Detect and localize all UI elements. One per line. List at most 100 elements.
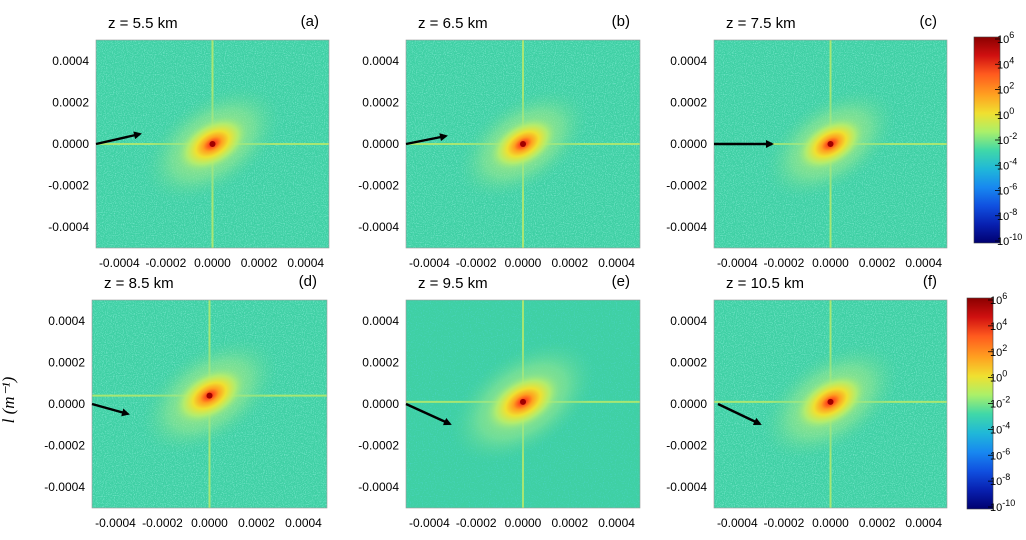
x-tick-label: 0.0002 (551, 516, 588, 530)
colorbar-tick-exponent: -10 (1009, 232, 1022, 242)
colorbar-tick-exponent: -8 (1009, 207, 1017, 217)
y-tick-label: 0.0002 (362, 355, 399, 369)
colorbar-tick-base: 10 (990, 399, 1002, 411)
colorbar-tick-exponent: 0 (1002, 369, 1007, 379)
colorbar-tick-base: 10 (990, 347, 1002, 359)
x-tick-label: 0.0004 (285, 516, 322, 530)
colorbar-tick-label: 10-8 (997, 207, 1017, 223)
colorbar-tick-exponent: -8 (1002, 472, 1010, 482)
y-tick-label: 0.0004 (670, 314, 707, 328)
x-tick-label: -0.0002 (146, 256, 187, 270)
x-tick-label: -0.0004 (717, 516, 758, 530)
colorbar-tick-exponent: 6 (1002, 291, 1007, 301)
wind-arrow (405, 133, 448, 146)
y-tick-label: -0.0002 (666, 439, 707, 453)
x-tick-label: 0.0004 (598, 516, 635, 530)
panel-letter: (b) (612, 13, 630, 30)
x-tick-label: 0.0004 (287, 256, 324, 270)
colorbar-tick-label: 10-4 (997, 156, 1017, 172)
x-tick-label: -0.0004 (409, 516, 450, 530)
y-tick-label: 0.0000 (362, 397, 399, 411)
panel-title: z = 7.5 km (726, 15, 796, 32)
colorbar-tick-exponent: -2 (1009, 131, 1017, 141)
y-tick-label: -0.0004 (358, 480, 399, 494)
y-tick-label: 0.0000 (670, 397, 707, 411)
panel-c: z = 7.5 km (c) -0.0004 -0.0002 0.0000 0.0002 0… (666, 13, 948, 270)
colorbar-tick-exponent: -10 (1002, 498, 1015, 508)
y-tick-label: 0.0000 (52, 137, 89, 151)
x-tick-label: -0.0004 (409, 256, 450, 270)
colorbar-tick-base: 10 (990, 373, 1002, 385)
panel-title: z = 5.5 km (108, 15, 178, 32)
colorbar-tick-label: 10-10 (997, 232, 1022, 248)
colorbar-tick-base: 10 (990, 450, 1002, 462)
colorbar-tick-base: 10 (997, 85, 1009, 97)
colorbar-tick-label: 104 (997, 55, 1014, 71)
panel-d: z = 8.5 km (d) -0.0004 -0.0002 0.0000 0.0002 0… (44, 273, 328, 530)
x-tick-label: 0.0002 (241, 256, 278, 270)
y-tick-label: -0.0002 (666, 179, 707, 193)
colorbar-tick-base: 10 (997, 186, 1009, 198)
panel-b: z = 6.5 km (b) -0.0004 -0.0002 0.0000 0.0002 0… (358, 13, 641, 270)
figure-ylabel: l (m⁻¹) (0, 376, 18, 423)
y-tick-label: 0.0000 (48, 397, 85, 411)
x-tick-label: -0.0002 (456, 256, 497, 270)
colorbar-tick-base: 10 (997, 211, 1009, 223)
panel-letter: (d) (299, 273, 317, 290)
panel-letter: (c) (920, 13, 938, 30)
panel-f: z = 10.5 km (f) -0.0004 -0.0002 0.0000 0.0002… (666, 273, 948, 530)
x-tick-label: 0.0002 (859, 516, 896, 530)
wind-arrow (95, 131, 142, 146)
y-tick-label: 0.0002 (52, 95, 89, 109)
y-tick-label: -0.0004 (358, 220, 399, 234)
colorbar-tick-label: 106 (990, 291, 1007, 307)
colorbar-tick-label: 106 (997, 30, 1014, 46)
y-tick-label: -0.0002 (44, 439, 85, 453)
colorbar-tick-label: 10-6 (997, 182, 1017, 198)
y-tick-label: -0.0004 (44, 480, 85, 494)
colorbar-tick-label: 10-10 (990, 498, 1015, 514)
x-tick-label: 0.0000 (812, 256, 849, 270)
panel-e: z = 9.5 km (e) -0.0004 -0.0002 0.0000 0.0002 0… (358, 273, 641, 530)
x-tick-label: 0.0000 (191, 516, 228, 530)
y-tick-label: -0.0002 (358, 179, 399, 193)
y-tick-label: 0.0004 (48, 314, 85, 328)
colorbar-tick-exponent: -2 (1002, 395, 1010, 405)
panel-title: z = 8.5 km (104, 275, 174, 292)
x-tick-label: 0.0004 (905, 516, 942, 530)
colorbar-tick-exponent: 0 (1009, 106, 1014, 116)
spectrum-core (209, 141, 216, 147)
y-tick-label: -0.0002 (48, 179, 89, 193)
y-tick-label: 0.0004 (52, 54, 89, 68)
x-tick-label: 0.0002 (551, 256, 588, 270)
panel-letter: (e) (612, 273, 630, 290)
x-tick-label: 0.0004 (905, 256, 942, 270)
y-tick-label: 0.0002 (670, 355, 707, 369)
colorbar-tick-exponent: 4 (1009, 55, 1014, 65)
colorbar-tick-base: 10 (997, 160, 1009, 172)
colorbar-tick-base: 10 (997, 34, 1009, 46)
colorbar-tick-exponent: -6 (1009, 182, 1017, 192)
colorbar-tick-exponent: 2 (1009, 81, 1014, 91)
x-tick-label: -0.0002 (456, 516, 497, 530)
colorbar-tick-label: 10-2 (990, 395, 1010, 411)
x-tick-label: 0.0000 (194, 256, 231, 270)
wind-arrow (91, 402, 130, 417)
y-tick-label: 0.0002 (48, 355, 85, 369)
x-tick-label: 0.0000 (505, 256, 542, 270)
colorbar-tick-label: 100 (990, 369, 1007, 385)
spectrum-core (520, 398, 526, 405)
spectrum-core (827, 141, 834, 147)
x-tick-label: -0.0002 (764, 516, 805, 530)
colorbar-tick-exponent: 6 (1009, 30, 1014, 40)
y-tick-label: 0.0004 (670, 54, 707, 68)
spectrum-core (827, 398, 834, 405)
x-tick-label: -0.0004 (95, 516, 136, 530)
colorbar-tick-base: 10 (990, 424, 1002, 436)
y-tick-label: -0.0004 (666, 220, 707, 234)
x-tick-label: 0.0002 (859, 256, 896, 270)
x-tick-label: 0.0002 (238, 516, 275, 530)
spectrum-core (520, 141, 526, 147)
